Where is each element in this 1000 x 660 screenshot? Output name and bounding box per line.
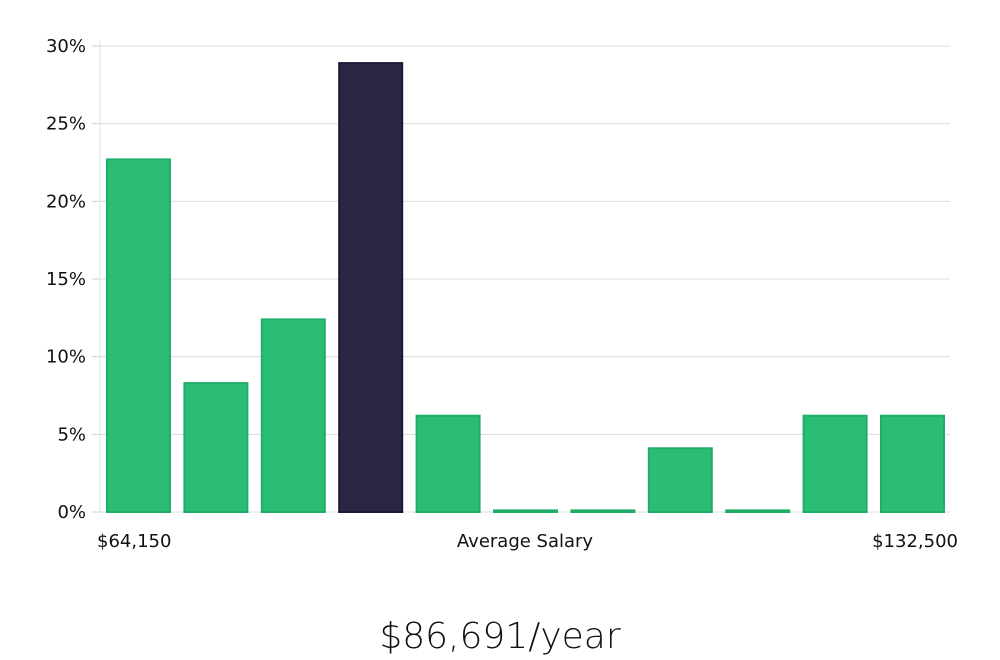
average-salary-value: $86,691/year [379, 616, 621, 657]
x-max-label: $132,500 [872, 531, 958, 552]
y-tick-label: 25% [46, 114, 86, 135]
bar-highlighted [338, 62, 404, 513]
bar [260, 318, 326, 513]
bar [570, 509, 636, 513]
bar [183, 382, 249, 513]
y-axis-ticks: 0% 5% 10% 15% 20% 25% 30% [46, 36, 100, 523]
x-axis-label: Average Salary [457, 531, 594, 552]
y-tick-label: 5% [57, 424, 86, 445]
bar [415, 414, 481, 514]
bar [106, 158, 171, 513]
bar [802, 414, 868, 514]
bar [725, 509, 791, 513]
bar [493, 509, 558, 513]
x-min-label: $64,150 [97, 531, 171, 552]
bar [647, 447, 713, 513]
y-tick-label: 30% [46, 36, 86, 57]
bars [106, 62, 945, 514]
y-tick-label: 10% [46, 347, 86, 368]
y-tick-label: 15% [46, 269, 86, 290]
bar [880, 414, 945, 514]
y-tick-label: 0% [57, 502, 86, 523]
y-tick-label: 20% [46, 191, 86, 212]
